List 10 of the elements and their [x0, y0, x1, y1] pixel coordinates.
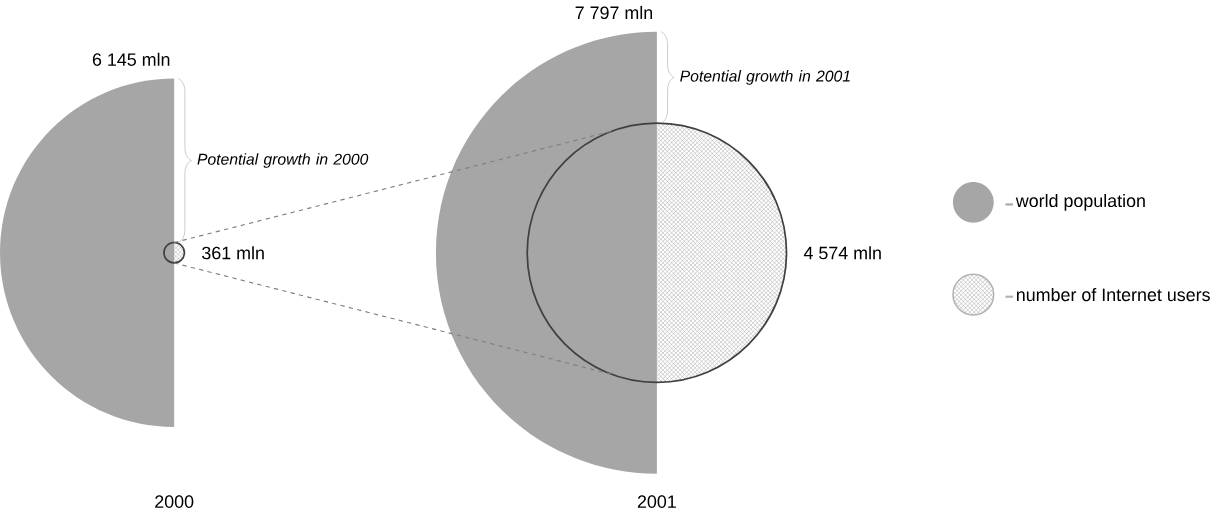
category-label: 2000 — [155, 495, 194, 508]
text: Potential growth in 2000 — [197, 153, 369, 168]
data-label: 4 574 mln — [803, 246, 881, 260]
data-label: 7 797 mln — [575, 5, 653, 20]
legend-label: number of Internet users — [1016, 288, 1210, 302]
data-label: 361 mln — [202, 246, 264, 260]
data-label: 6 145 mln — [92, 52, 170, 66]
text: Potential growth in 2001 — [680, 70, 850, 85]
legend-label: world population — [1015, 194, 1145, 211]
category-label: 2001 — [637, 495, 676, 508]
